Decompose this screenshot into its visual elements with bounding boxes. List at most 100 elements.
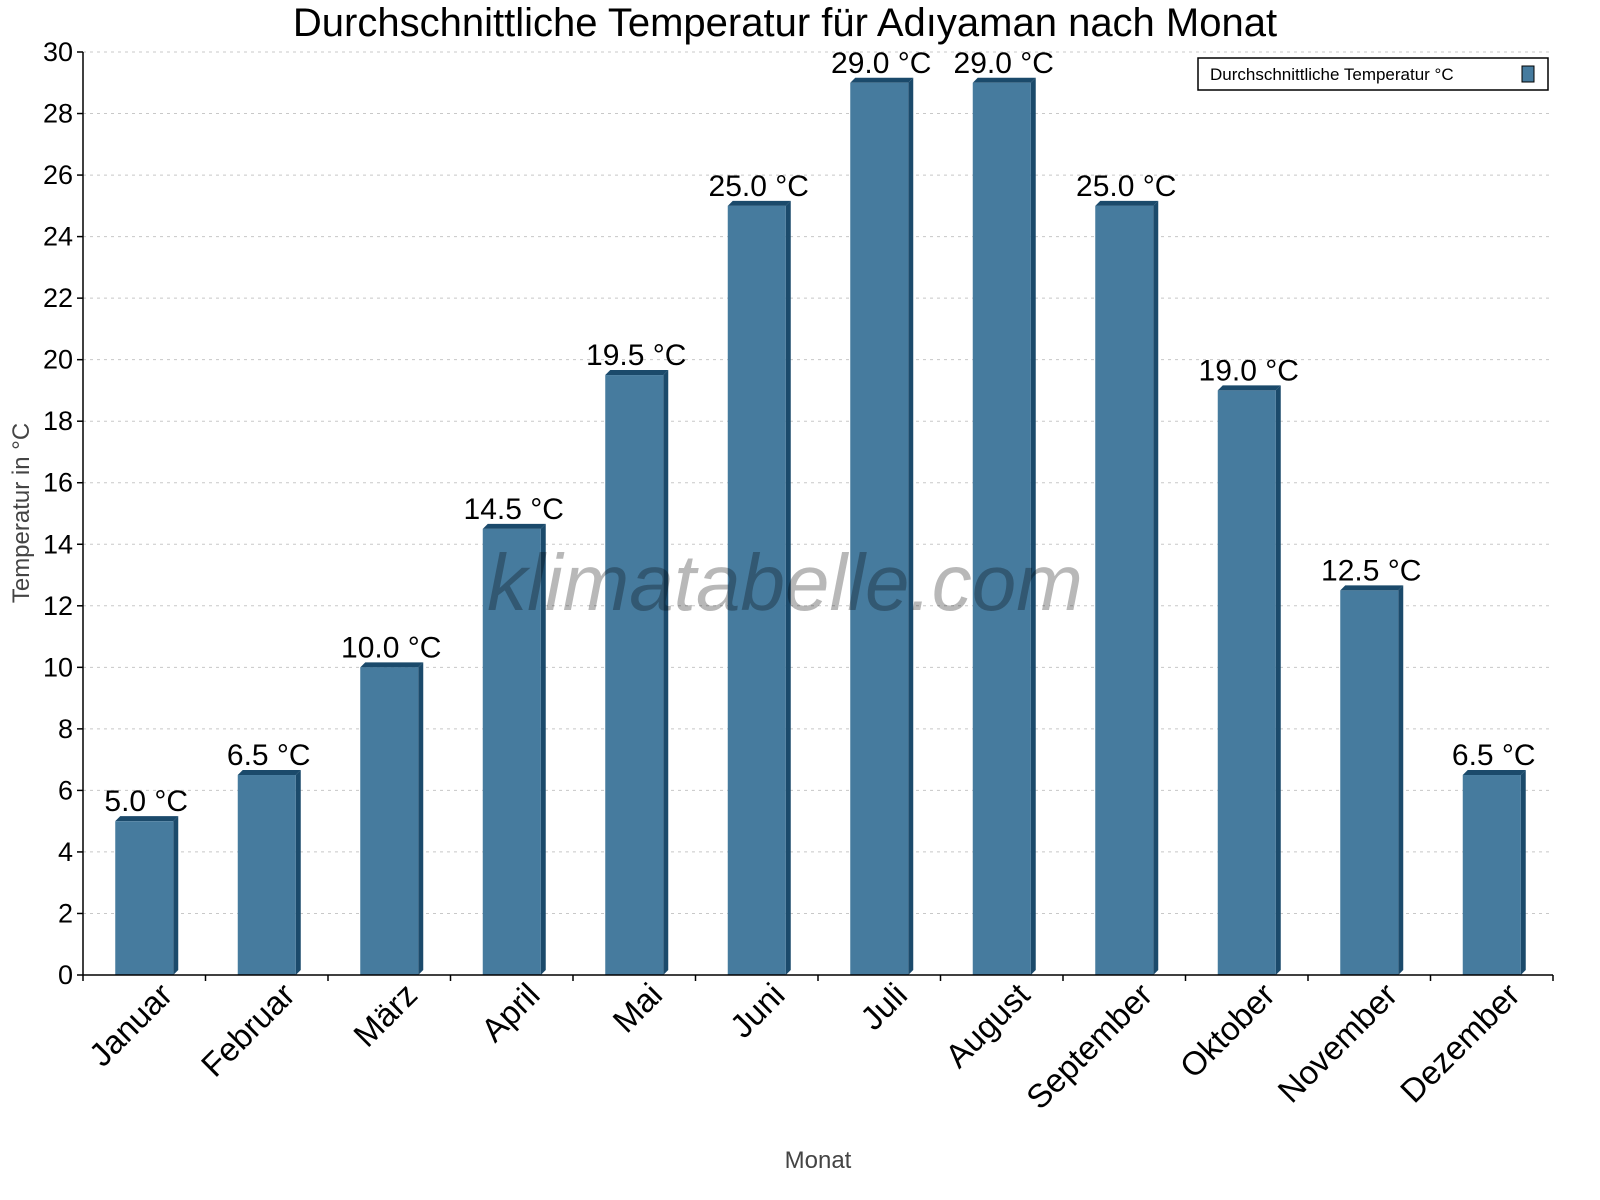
- bar-front: [1462, 775, 1521, 975]
- bar: [1462, 770, 1526, 975]
- watermark: klimatabelle.com: [487, 538, 1083, 627]
- y-tick-label: 20: [43, 345, 73, 375]
- bar-front: [237, 775, 296, 975]
- data-label: 25.0 °C: [709, 170, 809, 203]
- data-labels: 5.0 °C 6.5 °C 10.0 °C 14.5 °C 19.5 °C 25.0 °C…: [104, 47, 1535, 818]
- grid-lines: [83, 51, 1553, 914]
- x-tick-label: März: [346, 976, 424, 1054]
- bar-top: [1095, 200, 1159, 206]
- bar-front: [1340, 590, 1399, 975]
- y-tick-label: 24: [43, 222, 73, 252]
- bar-side: [1520, 770, 1526, 975]
- bar: [115, 816, 179, 975]
- y-tick-label: 12: [43, 591, 73, 621]
- y-tick-label: 14: [43, 529, 73, 559]
- y-tick-label: 16: [43, 468, 73, 498]
- bar-front: [850, 82, 909, 976]
- bar-top: [605, 370, 669, 376]
- bar-front: [1095, 205, 1154, 976]
- x-tick-label: Dezember: [1393, 976, 1527, 1110]
- x-tick-label: Februar: [194, 976, 302, 1084]
- bar-top: [1217, 385, 1281, 391]
- bar-side: [1153, 200, 1159, 976]
- x-tick-label: April: [474, 976, 547, 1049]
- bar-front: [605, 375, 664, 975]
- x-tick-label: November: [1270, 976, 1404, 1110]
- y-tick-label: 26: [43, 160, 73, 190]
- data-label: 6.5 °C: [1452, 739, 1536, 772]
- bar-side: [295, 770, 301, 975]
- legend-label: Durchschnittliche Temperatur °C: [1210, 65, 1454, 84]
- x-tick-label: Januar: [82, 976, 180, 1074]
- data-label: 12.5 °C: [1321, 554, 1421, 587]
- y-tick-label: 22: [43, 283, 73, 313]
- bar-side: [1275, 385, 1281, 975]
- data-label: 10.0 °C: [341, 631, 441, 664]
- bar-side: [540, 523, 546, 975]
- bar-side: [663, 370, 669, 975]
- legend[interactable]: Durchschnittliche Temperatur °C: [1197, 57, 1549, 91]
- bar-side: [418, 662, 424, 975]
- y-tick-label: 2: [58, 898, 73, 928]
- bar-front: [360, 667, 419, 975]
- bar-side: [908, 77, 914, 976]
- bar-top: [360, 662, 424, 668]
- y-tick-label: 0: [58, 960, 73, 990]
- bar: [1217, 385, 1281, 975]
- data-label: 29.0 °C: [831, 47, 931, 80]
- bar-top: [1462, 770, 1526, 776]
- y-tick-label: 6: [58, 775, 73, 805]
- x-tick-label: Juni: [723, 976, 792, 1045]
- x-tick-label: September: [1019, 976, 1159, 1116]
- x-tick-label: Mai: [605, 976, 669, 1040]
- y-tick-label: 30: [43, 37, 73, 67]
- y-tick-label: 4: [58, 837, 73, 867]
- x-tick-label: Oktober: [1173, 976, 1282, 1085]
- legend-box: [1197, 57, 1549, 91]
- bar: [850, 77, 914, 976]
- x-axis-label: Monat: [785, 1147, 852, 1174]
- data-label: 5.0 °C: [104, 785, 188, 818]
- bar: [237, 770, 301, 975]
- bar: [972, 77, 1036, 976]
- bar-top: [727, 200, 791, 206]
- y-axis-label: Temperatur in °C: [8, 423, 35, 603]
- y-tick-label: 10: [43, 652, 73, 682]
- bar: [1340, 585, 1404, 975]
- y-tick-label: 18: [43, 406, 73, 436]
- bar-top: [972, 77, 1036, 83]
- bar-side: [785, 200, 791, 976]
- data-label: 19.5 °C: [586, 339, 686, 372]
- x-tick-label: August: [938, 976, 1037, 1075]
- bar-top: [1340, 585, 1404, 591]
- bar-front: [482, 528, 541, 975]
- x-tick-label: Juli: [853, 976, 914, 1037]
- bar-front: [972, 82, 1031, 976]
- data-label: 29.0 °C: [954, 47, 1054, 80]
- bar-front: [727, 205, 786, 976]
- y-tick-label: 8: [58, 714, 73, 744]
- bar-side: [173, 816, 179, 975]
- bar-side: [1398, 585, 1404, 975]
- legend-swatch: [1521, 65, 1535, 83]
- bar: [605, 370, 669, 975]
- bar-top: [482, 523, 546, 529]
- bar-side: [1030, 77, 1036, 976]
- bar-front: [115, 821, 174, 975]
- data-label: 25.0 °C: [1076, 170, 1176, 203]
- y-tick-label: 28: [43, 99, 73, 129]
- bars: [115, 77, 1526, 976]
- bar-top: [115, 816, 179, 822]
- data-label: 6.5 °C: [227, 739, 311, 772]
- data-label: 14.5 °C: [464, 493, 564, 526]
- bar-top: [237, 770, 301, 776]
- bar: [482, 523, 546, 975]
- data-label: 19.0 °C: [1199, 354, 1299, 387]
- bar-top: [850, 77, 914, 83]
- bar-front: [1217, 390, 1276, 975]
- bar: [360, 662, 424, 975]
- bar: [1095, 200, 1159, 976]
- bar: [727, 200, 791, 976]
- chart-title: Durchschnittliche Temperatur für Adıyama…: [293, 1, 1277, 45]
